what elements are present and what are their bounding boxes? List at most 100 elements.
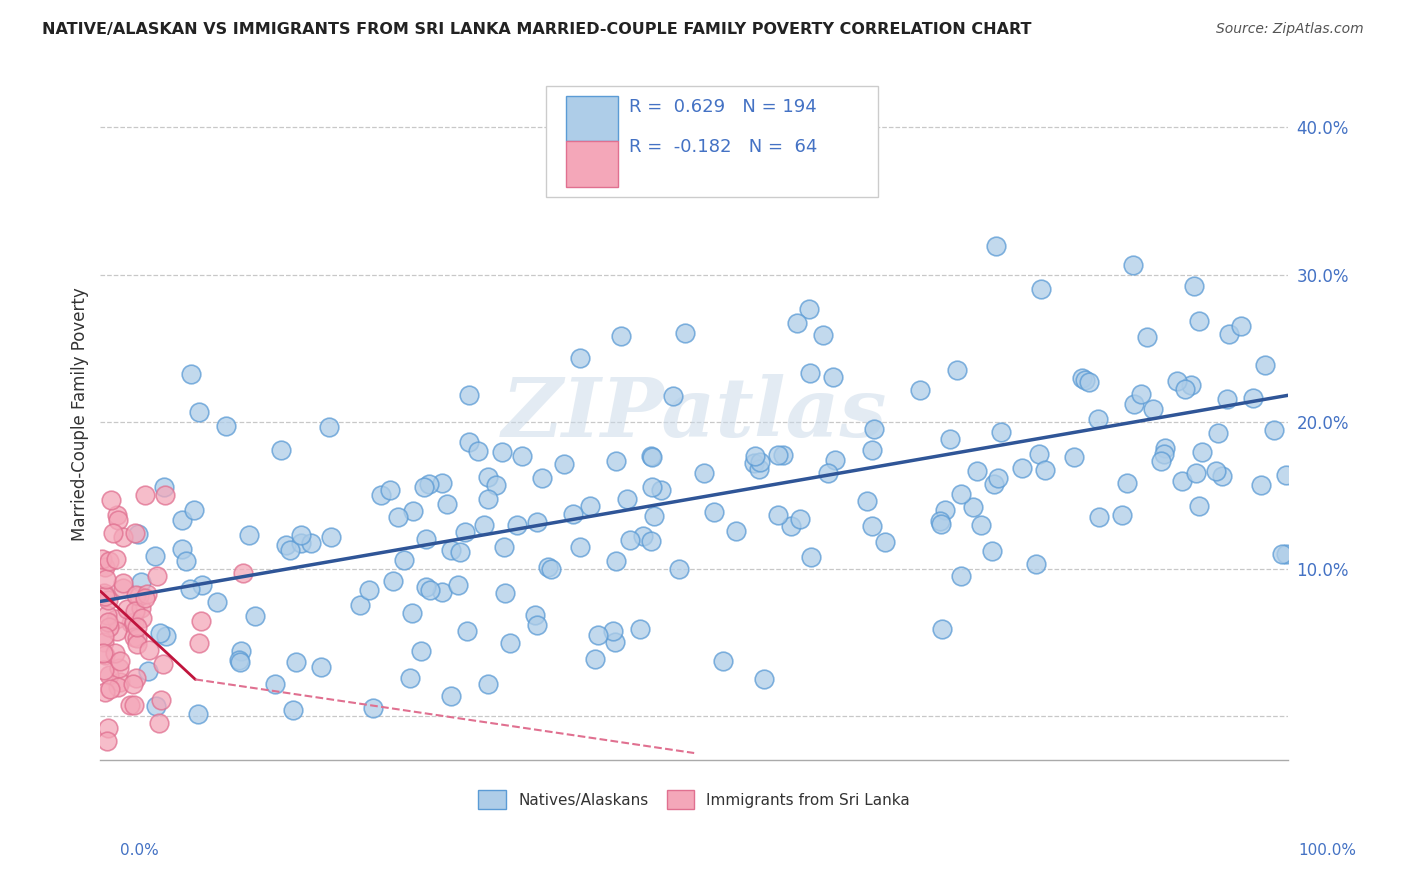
Y-axis label: Married-Couple Family Poverty: Married-Couple Family Poverty <box>72 287 89 541</box>
Point <box>860 519 883 533</box>
Point <box>172 541 194 556</box>
Point <box>506 518 529 533</box>
Point <box>583 652 606 666</box>
Point <box>190 615 212 629</box>
Point <box>800 550 823 565</box>
Point <box>928 514 950 528</box>
Point <box>118 698 141 713</box>
Point <box>228 653 250 667</box>
Point <box>1142 402 1164 417</box>
Point <box>949 487 972 501</box>
Point <box>96 607 118 622</box>
Point <box>91 646 114 660</box>
Point <box>107 513 129 527</box>
Point <box>457 434 479 449</box>
Point <box>90 551 112 566</box>
Point <box>477 677 499 691</box>
Point <box>650 483 672 498</box>
Point <box>148 716 170 731</box>
Point <box>980 544 1002 558</box>
Point <box>93 663 115 677</box>
Point <box>285 655 308 669</box>
Point <box>105 612 128 626</box>
Point <box>402 504 425 518</box>
Point <box>309 660 332 674</box>
Point <box>1180 378 1202 392</box>
Point <box>98 682 121 697</box>
Point <box>1271 547 1294 561</box>
Point <box>1253 358 1275 372</box>
Text: Source: ZipAtlas.com: Source: ZipAtlas.com <box>1216 22 1364 37</box>
Point <box>817 466 839 480</box>
FancyBboxPatch shape <box>546 86 879 196</box>
Text: R =  0.629   N = 194: R = 0.629 N = 194 <box>628 97 817 116</box>
Point <box>238 528 260 542</box>
Point <box>107 660 129 674</box>
Point <box>662 388 685 402</box>
Point <box>401 607 423 621</box>
Point <box>187 707 209 722</box>
Point <box>1205 464 1227 478</box>
Point <box>628 622 651 636</box>
Point <box>101 525 124 540</box>
Point <box>191 577 214 591</box>
Point <box>1230 319 1253 334</box>
Point <box>1191 445 1213 459</box>
Point <box>713 655 735 669</box>
Point <box>1215 392 1237 407</box>
Point <box>1063 450 1085 464</box>
Point <box>568 351 591 365</box>
Point <box>453 525 475 540</box>
Point <box>152 657 174 671</box>
Point <box>789 512 811 526</box>
Point <box>290 536 312 550</box>
Point <box>278 543 301 558</box>
Point <box>124 671 146 685</box>
Point <box>540 562 562 576</box>
Point <box>744 449 766 463</box>
Point <box>602 624 624 638</box>
Point <box>120 615 142 630</box>
Point <box>413 480 436 494</box>
Point <box>94 560 117 574</box>
Point <box>1250 478 1272 492</box>
Point <box>799 366 821 380</box>
Point <box>467 444 489 458</box>
Point <box>512 449 534 463</box>
Point <box>349 598 371 612</box>
Point <box>100 493 122 508</box>
Point <box>934 503 956 517</box>
Point <box>187 636 209 650</box>
Point <box>143 549 166 563</box>
Point <box>458 388 481 402</box>
Point <box>436 497 458 511</box>
Point <box>962 500 984 514</box>
Point <box>780 519 803 533</box>
Point <box>491 444 513 458</box>
Point <box>531 471 554 485</box>
Point <box>97 620 120 634</box>
Point <box>1074 373 1097 387</box>
Point <box>318 420 340 434</box>
Point <box>270 443 292 458</box>
Point <box>631 529 654 543</box>
Legend: Natives/Alaskans, Immigrants from Sri Lanka: Natives/Alaskans, Immigrants from Sri La… <box>472 784 917 815</box>
Point <box>430 475 453 490</box>
Point <box>409 644 432 658</box>
Point <box>1122 397 1144 411</box>
Point <box>205 595 228 609</box>
Point <box>97 721 120 735</box>
Point <box>382 574 405 588</box>
Point <box>931 623 953 637</box>
Point <box>605 554 627 568</box>
Point <box>984 239 1007 253</box>
Point <box>1218 327 1240 342</box>
Point <box>276 538 298 552</box>
Point <box>579 499 602 513</box>
Point <box>1154 441 1177 455</box>
Point <box>124 588 146 602</box>
Point <box>153 488 176 502</box>
Point <box>125 620 148 634</box>
Point <box>131 611 153 625</box>
Point <box>748 461 770 475</box>
